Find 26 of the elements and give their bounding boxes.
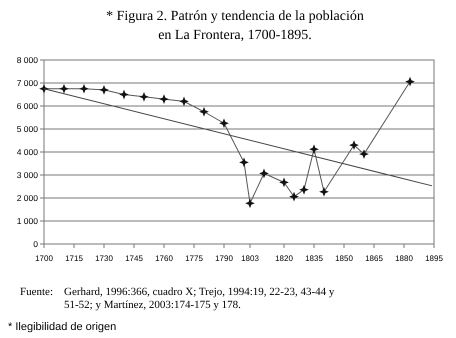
x-tick-label: 1775 (185, 254, 204, 263)
source-note: Fuente: Gerhard, 1996:366, cuadro X; Trejo, 1994:19, 22-23, 43-44 y 51-52; y Martínez, 2003:174-175 y 178. (20, 286, 335, 311)
x-tick-label: 1730 (95, 254, 114, 263)
x-tick-label: 1700 (35, 254, 54, 263)
y-tick-label: 7 000 (16, 78, 38, 88)
x-tick-label: 1895 (425, 254, 444, 263)
y-tick-label: 6 000 (16, 101, 38, 111)
x-tick-label: 1820 (275, 254, 294, 263)
x-tick-label: 1760 (155, 254, 174, 263)
text: * Ilegibilidad de origen (8, 321, 116, 333)
y-tick-label: 0 (33, 239, 38, 249)
x-tick-label: 1850 (335, 254, 354, 263)
x-tick-label: 1745 (125, 254, 144, 263)
y-tick-label: 4 000 (16, 147, 38, 157)
x-tick-label: 1803 (241, 254, 260, 263)
y-tick-label: 8 000 (16, 55, 38, 65)
x-tick-label: 1865 (365, 254, 384, 263)
y-tick-label: 2 000 (16, 193, 38, 203)
x-tick-label: 1835 (305, 254, 324, 263)
y-tick-label: 5 000 (16, 124, 38, 134)
x-tick-label: 1790 (215, 254, 234, 263)
chart-title: * Figura 2. Patrón y tendencia de la población en La Frontera, 1700-1895. (106, 9, 364, 43)
x-tick-label: 1880 (395, 254, 414, 263)
x-tick-label: 1715 (65, 254, 84, 263)
y-tick-label: 3 000 (16, 170, 38, 180)
y-tick-label: 1 000 (16, 216, 38, 226)
